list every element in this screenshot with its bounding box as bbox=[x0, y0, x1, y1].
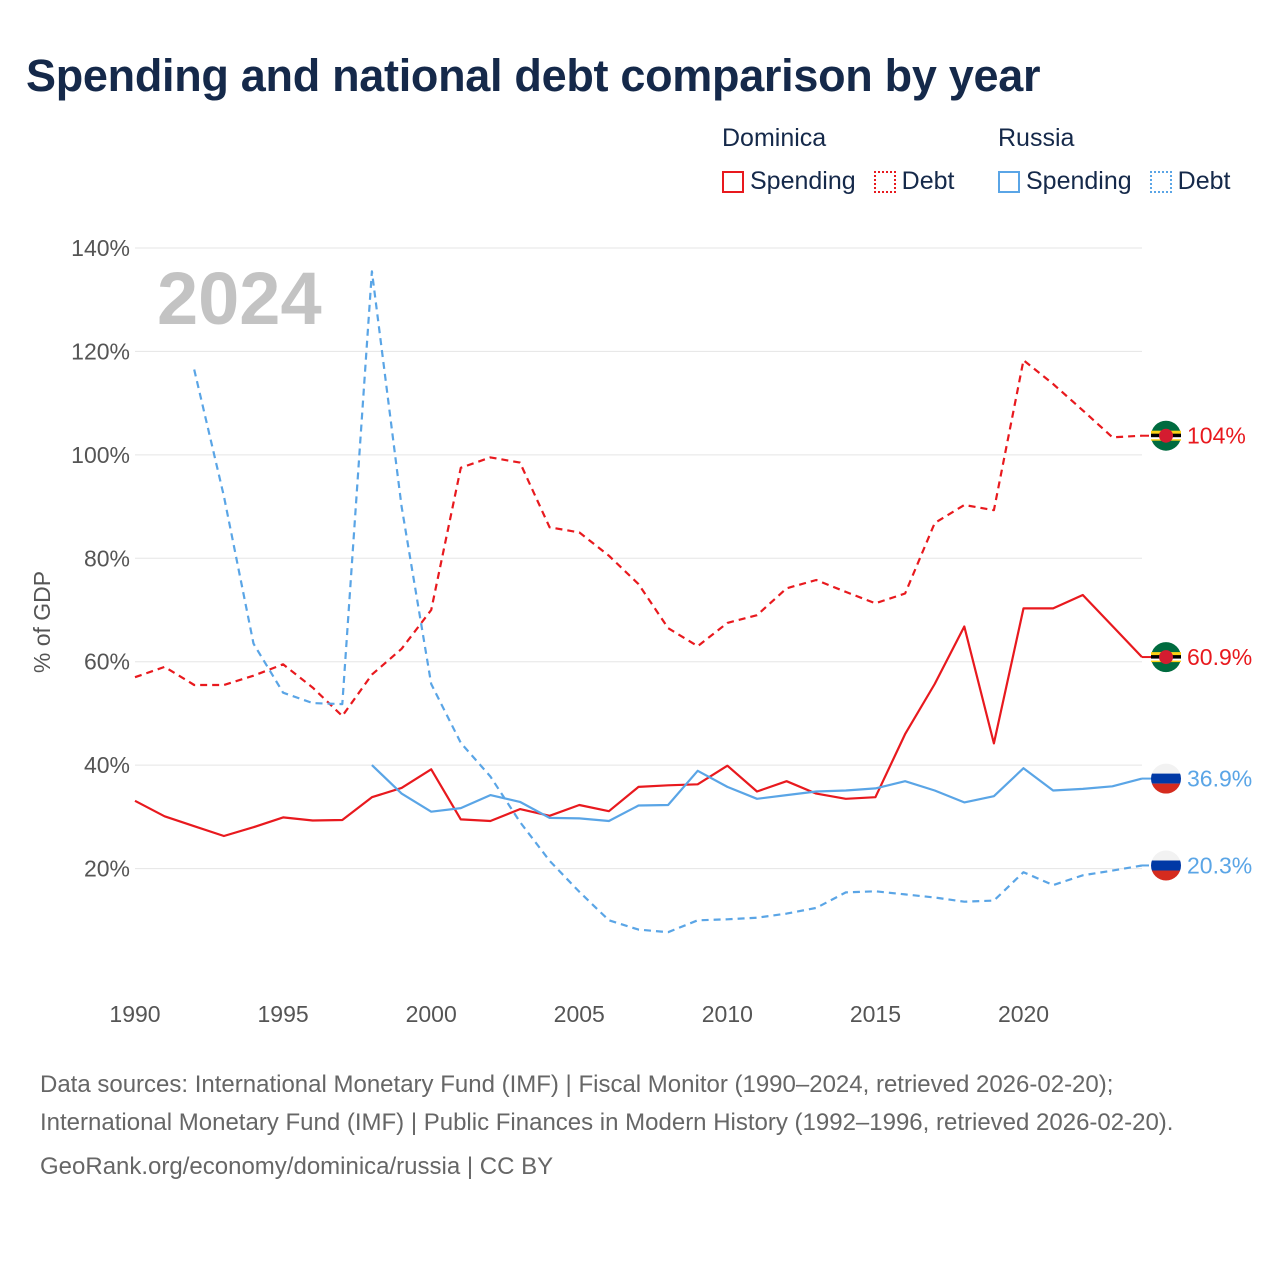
russia-flag-icon bbox=[1151, 763, 1181, 794]
x-tick-label: 1990 bbox=[109, 1001, 160, 1027]
x-tick-label: 2005 bbox=[554, 1001, 605, 1027]
flag-stripe-white bbox=[1151, 850, 1181, 861]
solid-line-swatch-icon bbox=[998, 170, 1020, 193]
end-value-label: 36.9% bbox=[1187, 766, 1252, 792]
y-axis-label: % of GDP bbox=[29, 571, 55, 673]
series-line-russia-debt bbox=[193, 270, 1143, 934]
x-tick-label: 1995 bbox=[258, 1001, 309, 1027]
legend-dominica: Dominica Spending Debt bbox=[722, 124, 972, 196]
credit-link[interactable]: GeoRank.org/economy/dominica/russia | CC… bbox=[40, 1153, 554, 1180]
flag-stripes bbox=[1151, 850, 1181, 881]
flag-disc bbox=[1159, 650, 1173, 665]
y-tick-label: 140% bbox=[71, 235, 130, 261]
y-tick-label: 80% bbox=[84, 545, 130, 571]
legend-dominica-debt-label: Debt bbox=[901, 167, 955, 195]
solid-line-swatch-icon bbox=[722, 170, 744, 193]
legend-dominica-spending[interactable]: Spending bbox=[722, 167, 856, 196]
line-chart: 20% 40% 60% 80% 100% 120% 140% 1990 1995 2000 2005… bbox=[29, 235, 1252, 1027]
flag-stripes bbox=[1151, 763, 1181, 794]
x-tick-label: 2020 bbox=[998, 1001, 1049, 1027]
legend-russia-spending[interactable]: Spending bbox=[998, 167, 1132, 196]
x-tick-label: 2010 bbox=[702, 1001, 753, 1027]
end-value-label: 104% bbox=[1187, 423, 1246, 449]
flag-disc bbox=[1159, 428, 1173, 443]
y-tick-label: 40% bbox=[84, 752, 130, 778]
x-tick-label: 2000 bbox=[406, 1001, 457, 1027]
y-tick-label: 60% bbox=[84, 649, 130, 675]
legend-russia: Russia Spending Debt bbox=[998, 124, 1248, 196]
legend-russia-spending-label: Spending bbox=[1026, 167, 1132, 195]
series-line-dominica-debt bbox=[134, 359, 1143, 718]
data-sources: Data sources: International Monetary Fun… bbox=[40, 1071, 1174, 1136]
flag-stripe-red bbox=[1151, 783, 1181, 794]
dotted-line-swatch-icon bbox=[1149, 170, 1172, 193]
dominica-flag-icon bbox=[1151, 420, 1181, 451]
legend-russia-debt-label: Debt bbox=[1177, 167, 1231, 195]
dotted-line-swatch-icon bbox=[873, 170, 896, 193]
flag-stripe-red bbox=[1151, 870, 1181, 881]
series-line-russia-spending bbox=[371, 764, 1143, 823]
end-value-label: 60.9% bbox=[1187, 644, 1252, 670]
footer: Data sources: International Monetary Fun… bbox=[40, 1066, 1240, 1186]
flag-stripe-white bbox=[1151, 763, 1181, 774]
x-tick-label: 2015 bbox=[850, 1001, 901, 1027]
year-watermark: 2024 bbox=[157, 257, 322, 340]
dominica-flag-icon bbox=[1151, 642, 1181, 673]
legend-dominica-debt[interactable]: Debt bbox=[873, 167, 955, 196]
russia-flag-icon bbox=[1151, 850, 1181, 881]
chart-title: Spending and national debt comparison by… bbox=[26, 50, 1041, 101]
legend-russia-debt[interactable]: Debt bbox=[1149, 167, 1231, 196]
y-tick-label: 20% bbox=[84, 856, 130, 882]
end-value-label: 20.3% bbox=[1187, 853, 1252, 879]
series-line-dominica-spending bbox=[134, 593, 1143, 838]
legend-dominica-spending-label: Spending bbox=[750, 167, 856, 195]
flag-stripe-blue bbox=[1151, 860, 1181, 871]
legend-dominica-name: Dominica bbox=[722, 124, 827, 152]
legend-russia-name: Russia bbox=[998, 124, 1075, 152]
y-tick-label: 100% bbox=[71, 442, 130, 468]
flag-stripe-blue bbox=[1151, 773, 1181, 784]
y-tick-label: 120% bbox=[71, 338, 130, 364]
